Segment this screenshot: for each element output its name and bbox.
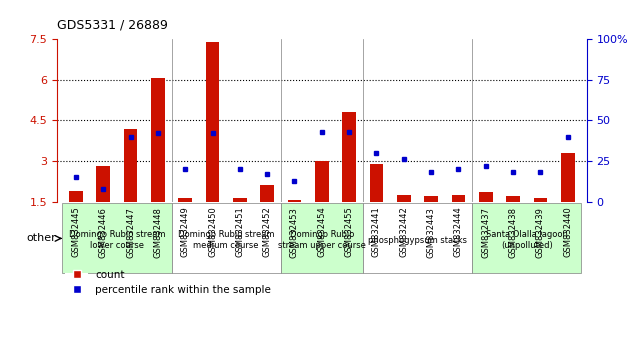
Text: Domingo Rubio stream
lower course: Domingo Rubio stream lower course — [69, 230, 165, 250]
Bar — [62, 204, 172, 273]
Bar — [261, 185, 274, 202]
Bar — [397, 195, 411, 202]
Bar — [534, 198, 547, 202]
Bar — [179, 198, 192, 202]
Bar — [452, 195, 465, 202]
Bar — [281, 204, 363, 273]
Bar — [233, 198, 247, 202]
Bar — [69, 191, 83, 202]
Bar — [172, 204, 281, 273]
Text: other: other — [27, 233, 56, 244]
Bar — [124, 129, 138, 202]
Legend: count, percentile rank within the sample: count, percentile rank within the sample — [62, 266, 275, 299]
Bar — [315, 161, 329, 202]
Bar — [363, 204, 472, 273]
Text: phosphogypsum stacks: phosphogypsum stacks — [368, 235, 467, 245]
Bar — [506, 196, 520, 202]
Bar — [206, 42, 220, 202]
Text: Santa Olalla lagoon
(unpolluted): Santa Olalla lagoon (unpolluted) — [486, 230, 568, 250]
Bar — [370, 164, 383, 202]
Bar — [288, 200, 302, 202]
Bar — [479, 192, 493, 202]
Text: Domingo Rubio
stream upper course: Domingo Rubio stream upper course — [278, 230, 366, 250]
Bar — [561, 153, 575, 202]
Bar — [97, 166, 110, 202]
Bar — [151, 78, 165, 202]
Bar — [342, 112, 356, 202]
Text: Domingo Rubio stream
medium course: Domingo Rubio stream medium course — [178, 230, 274, 250]
Text: GDS5331 / 26889: GDS5331 / 26889 — [57, 19, 168, 32]
Bar — [424, 196, 438, 202]
Bar — [472, 204, 581, 273]
